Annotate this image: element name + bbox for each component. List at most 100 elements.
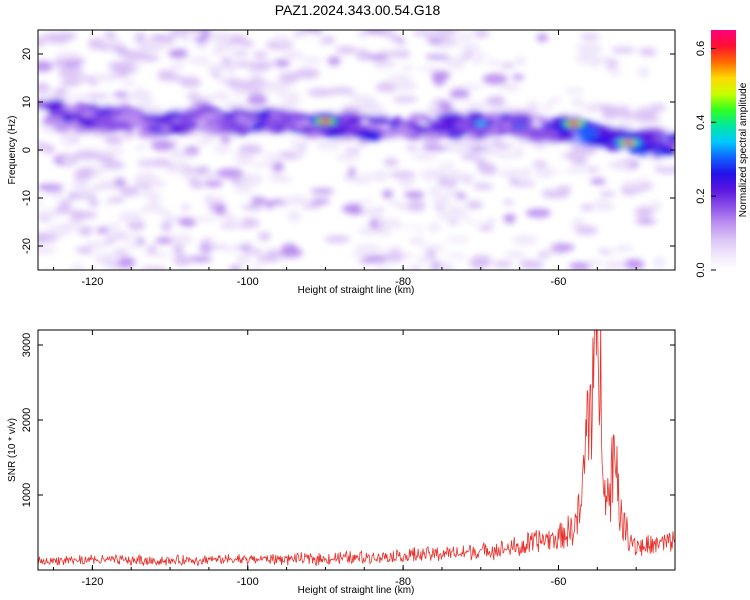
heatmap-cell [308, 257, 321, 264]
heatmap-cell [478, 225, 494, 232]
heatmap-cell [113, 249, 129, 255]
heatmap-cell [266, 188, 291, 199]
heatmap-cell [574, 188, 599, 195]
heatmap-cell [634, 108, 658, 120]
heatmap-cell [112, 115, 137, 122]
heatmap-cell [363, 30, 385, 34]
heatmap-peak [513, 123, 526, 129]
heatmap-cell [590, 178, 607, 185]
heatmap-cell [393, 49, 411, 58]
heatmap-cell [221, 238, 248, 247]
heatmap-cell [53, 58, 66, 69]
heatmap-cell [141, 203, 164, 210]
heatmap-cell [617, 105, 631, 113]
heatmap-cell [578, 245, 593, 257]
heatmap-cell [55, 51, 81, 58]
heatmap-cell [352, 158, 369, 165]
heatmap-cell [564, 167, 588, 174]
x-tick-label: -120 [81, 276, 103, 288]
heatmap-cell [144, 256, 169, 263]
heatmap-cell [484, 143, 497, 150]
heatmap-cell [191, 101, 213, 108]
heatmap-cell [140, 229, 156, 242]
heatmap-cell [335, 46, 358, 55]
snr-ticks: -120 -100 -80 -60 1000 2000 3000 [21, 330, 676, 588]
heatmap-cell [467, 52, 489, 58]
heatmap-cell [586, 166, 600, 173]
heatmap-cell [428, 186, 442, 197]
heatmap-cell [579, 204, 595, 211]
heatmap-cell [131, 91, 154, 104]
heatmap-cell [473, 30, 490, 38]
heatmap-cell [294, 68, 321, 79]
heatmap-cell [570, 143, 598, 156]
heatmap-cell [513, 147, 525, 159]
heatmap-cell [144, 252, 172, 258]
heatmap-cell [55, 261, 75, 270]
heatmap-cell [160, 220, 173, 232]
heatmap-cell [179, 76, 202, 88]
heatmap-cell [330, 164, 350, 177]
heatmap-cell [664, 139, 675, 148]
heatmap-cell [94, 142, 109, 150]
heatmap-cell [104, 30, 116, 40]
heatmap-cell [171, 162, 186, 174]
heatmap-cell [637, 66, 650, 78]
heatmap-cell [461, 153, 481, 161]
heatmap-cell [307, 88, 335, 97]
heatmap-cell [115, 256, 136, 269]
heatmap-cell [386, 74, 412, 81]
colorbar-label: Normalized spectral amplitude [738, 82, 749, 217]
heatmap-cell [662, 113, 675, 125]
heatmap-cell [165, 198, 187, 211]
heatmap-cell [512, 235, 539, 245]
heatmap-cell [542, 189, 571, 199]
heatmap-cell [509, 181, 536, 187]
heatmap-cell [215, 116, 239, 125]
heatmap-cell [275, 176, 293, 183]
heatmap-cell [356, 48, 370, 61]
heatmap-cell [427, 123, 445, 133]
heatmap-cell [214, 203, 227, 216]
heatmap-cell [632, 192, 644, 202]
heatmap-cell [61, 156, 76, 164]
heatmap-cell [213, 145, 232, 154]
heatmap-cell [200, 170, 215, 180]
x-tick-label: -120 [81, 576, 103, 588]
heatmap-cell [42, 115, 64, 124]
heatmap-cell [59, 62, 83, 68]
heatmap-cell [327, 56, 341, 66]
heatmap-cell [181, 36, 195, 43]
heatmap-cell [559, 133, 575, 140]
heatmap-cell [569, 262, 591, 270]
heatmap-cell [65, 112, 78, 120]
heatmap-cell [105, 148, 126, 155]
heatmap-cell [103, 134, 124, 146]
heatmap-cell [246, 93, 268, 106]
heatmap-cell [419, 168, 444, 181]
heatmap-cell [635, 219, 657, 225]
heatmap-cell [146, 245, 158, 254]
heatmap-cell [190, 255, 213, 263]
heatmap-cell [393, 44, 406, 50]
y-tick-label: -10 [21, 190, 33, 206]
heatmap-cell [243, 248, 264, 255]
heatmap-cell [582, 69, 593, 78]
heatmap-cell [634, 206, 654, 219]
heatmap-cell [492, 54, 505, 61]
heatmap-cell [482, 73, 508, 85]
heatmap-cell [502, 199, 514, 206]
heatmap-cell [259, 128, 271, 133]
heatmap-cell [136, 148, 150, 161]
heatmap-cell [362, 255, 390, 263]
heatmap-cell [607, 160, 634, 170]
heatmap-cell [354, 97, 379, 107]
heatmap-cell [603, 259, 627, 270]
heatmap-cell [184, 150, 196, 158]
heatmap-cell [476, 162, 496, 171]
heatmap-cell [421, 145, 448, 152]
heatmap-cell [238, 180, 262, 187]
heatmap-cell [372, 61, 393, 69]
heatmap-cell [118, 185, 140, 197]
heatmap-cell [324, 235, 351, 244]
